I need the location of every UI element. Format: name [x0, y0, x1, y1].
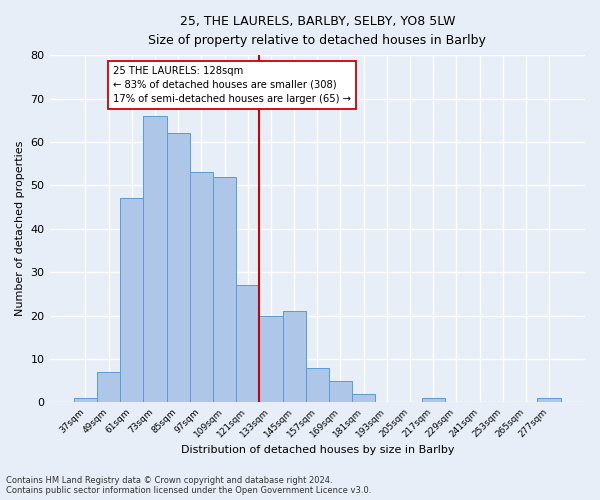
Bar: [97, 372, 120, 402]
Bar: [190, 172, 213, 402]
Bar: [283, 312, 305, 402]
Bar: [236, 286, 259, 403]
Bar: [422, 398, 445, 402]
Text: 25 THE LAURELS: 128sqm
← 83% of detached houses are smaller (308)
17% of semi-de: 25 THE LAURELS: 128sqm ← 83% of detached…: [113, 66, 351, 104]
Title: 25, THE LAURELS, BARLBY, SELBY, YO8 5LW
Size of property relative to detached ho: 25, THE LAURELS, BARLBY, SELBY, YO8 5LW …: [148, 15, 486, 47]
Y-axis label: Number of detached properties: Number of detached properties: [15, 141, 25, 316]
Bar: [305, 368, 329, 402]
Bar: [167, 134, 190, 402]
Bar: [329, 381, 352, 402]
Bar: [143, 116, 167, 403]
Text: Contains HM Land Registry data © Crown copyright and database right 2024.
Contai: Contains HM Land Registry data © Crown c…: [6, 476, 371, 495]
Bar: [120, 198, 143, 402]
Bar: [213, 176, 236, 402]
X-axis label: Distribution of detached houses by size in Barlby: Distribution of detached houses by size …: [181, 445, 454, 455]
Bar: [259, 316, 283, 402]
Bar: [74, 398, 97, 402]
Bar: [538, 398, 560, 402]
Bar: [352, 394, 375, 402]
